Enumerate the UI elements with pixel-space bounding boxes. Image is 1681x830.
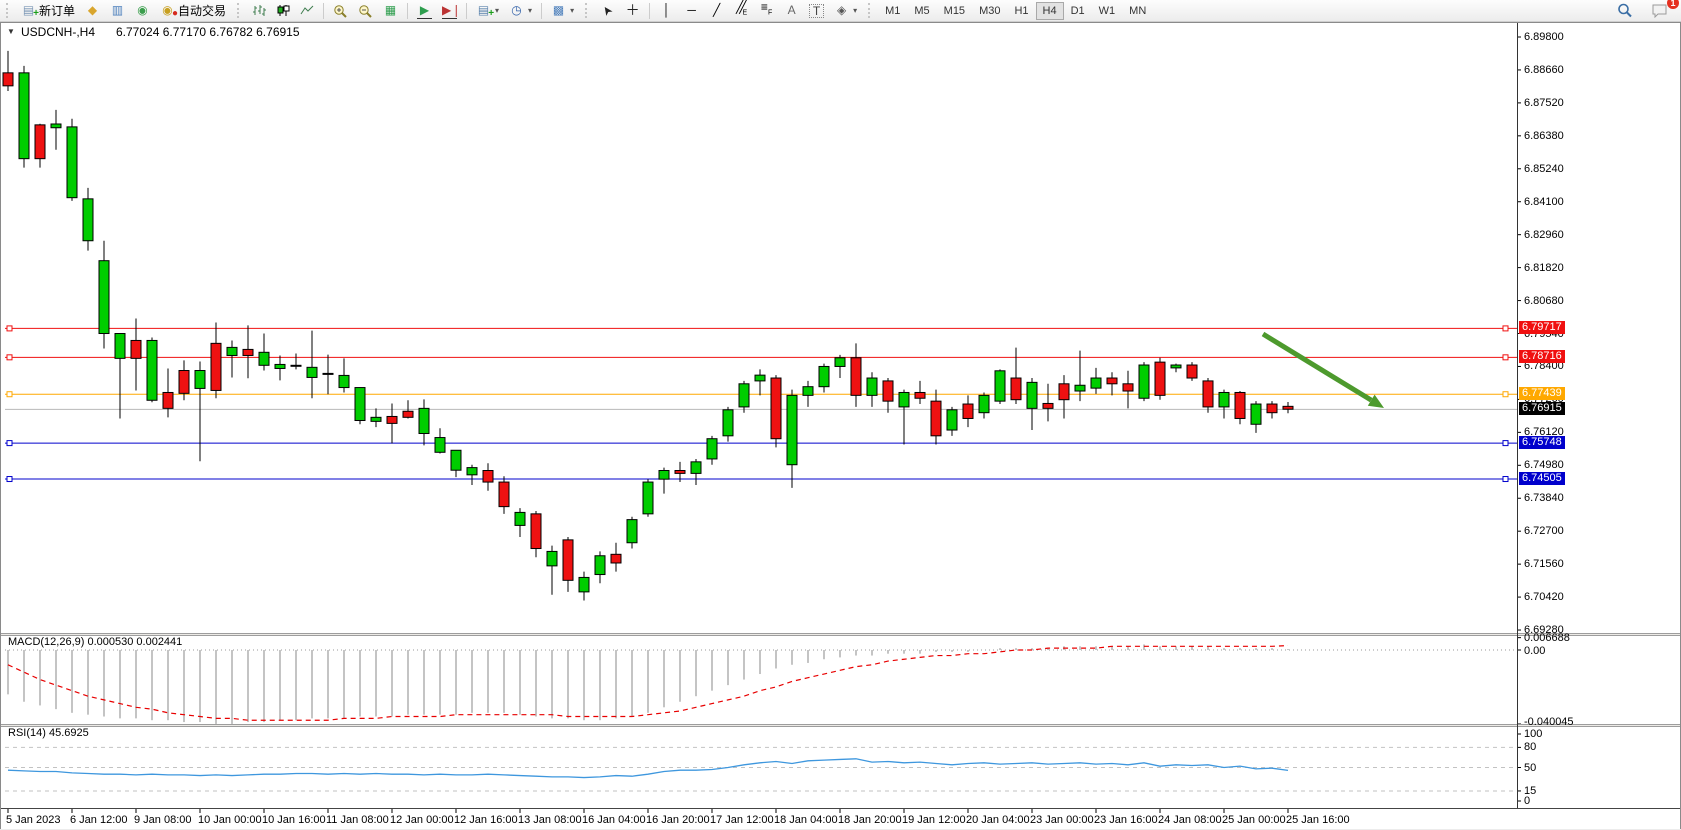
zoom-out-button[interactable] [353, 1, 378, 20]
timeframe-button-M15[interactable]: M15 [937, 2, 972, 20]
vertical-line-button[interactable]: │ [654, 1, 679, 20]
data-folder-button[interactable]: ◆ [80, 1, 105, 20]
timeframe-button-M5[interactable]: M5 [907, 2, 936, 20]
new-order-label: 新订单 [39, 4, 76, 18]
cursor-icon: ➤ [598, 2, 616, 19]
search-icon [1618, 3, 1632, 18]
tile-windows-button[interactable]: ▦ [378, 1, 403, 20]
templates-button[interactable]: ▩ ▾ [546, 1, 579, 20]
channel-icon: ╱╱E [736, 0, 748, 17]
toolbar-grip [237, 3, 243, 18]
signals-button[interactable]: ◉ [130, 1, 155, 20]
profiles-icon: ◷ [511, 3, 522, 17]
zoom-in-button[interactable] [328, 1, 353, 20]
toolbar-grip [6, 3, 12, 18]
timeframe-button-W1[interactable]: W1 [1092, 2, 1123, 20]
bar-chart-button[interactable] [247, 1, 271, 20]
crosshair-button[interactable]: ＋ [620, 1, 645, 20]
collapse-chart-icon[interactable]: ▼ [7, 27, 15, 36]
arrows-button[interactable]: ◈ ▾ [829, 1, 862, 20]
zoom-in-icon [334, 4, 347, 18]
auto-trading-button[interactable]: ◉ ● 自动交易 [155, 1, 231, 20]
horizontal-line-button[interactable]: ─ [679, 1, 704, 20]
toolbar-right-group: 1 [1612, 0, 1679, 20]
chart-symbol-period: USDCNH-,H4 [21, 25, 96, 39]
auto-trading-label: 自动交易 [178, 4, 227, 18]
trend-line-icon: ╱ [712, 3, 721, 17]
chart-shift-icon: ▶❘ [442, 2, 462, 19]
toolbar-separator [323, 2, 325, 19]
notifications-button[interactable]: 1 [1647, 0, 1679, 20]
notification-count-badge: 1 [1667, 0, 1679, 9]
text-label-icon: T [809, 3, 825, 18]
new-chart-icon: ▤ + [477, 3, 495, 19]
signals-icon: ◉ [137, 3, 148, 17]
line-chart-icon [300, 5, 314, 15]
toolbar: ▤ + 新订单 ◆ ▥ ◉ ◉ ● 自动交易 ▦ ▶ ▶❘ ▤ + ▾ [0, 0, 1681, 22]
timeframe-bar: M1 M5 M15 M30 H1 H4 D1 W1 MN [878, 1, 1153, 20]
search-button[interactable] [1612, 1, 1637, 20]
trend-line-button[interactable]: ╱ [704, 1, 729, 20]
timeframe-button-D1[interactable]: D1 [1064, 2, 1092, 20]
toolbar-separator [649, 2, 651, 19]
vertical-line-icon: │ [662, 3, 671, 17]
chart-window[interactable]: ▼ USDCNH-,H4 6.77024 6.77170 6.76782 6.7… [0, 22, 1681, 830]
cursor-button[interactable]: ➤ [595, 1, 620, 20]
crosshair-icon: ＋ [625, 2, 640, 18]
dropdown-caret: ▾ [495, 6, 500, 15]
terminal-button[interactable]: ▥ [105, 1, 130, 20]
horizontal-line-icon: ─ [687, 3, 696, 17]
rsi-indicator-label: RSI(14) 45.6925 [8, 727, 89, 739]
fibonacci-icon: ≡F [760, 0, 773, 17]
zoom-out-icon [359, 4, 372, 18]
timeframe-button-H4[interactable]: H4 [1035, 1, 1064, 20]
dropdown-caret: ▾ [853, 6, 858, 15]
toolbar-separator [541, 2, 543, 19]
candle-chart-button[interactable] [271, 1, 295, 20]
auto-scroll-button[interactable]: ▶ [412, 1, 437, 20]
text-icon: A [787, 3, 796, 17]
new-chart-button[interactable]: ▤ + ▾ [471, 1, 504, 20]
timeframe-button-M30[interactable]: M30 [972, 2, 1007, 20]
pane-separator-macd[interactable] [1, 633, 1680, 636]
new-order-icon: ▤ + [22, 3, 39, 19]
arrows-icon: ◈ [836, 3, 847, 17]
toolbar-grip [868, 3, 874, 18]
terminal-icon: ▥ [111, 3, 124, 17]
data-folder-icon: ◆ [87, 3, 98, 17]
macd-indicator-label: MACD(12,26,9) 0.000530 0.002441 [8, 636, 183, 648]
toolbar-separator [407, 2, 409, 19]
auto-scroll-icon: ▶ [417, 3, 433, 19]
new-order-button[interactable]: ▤ + 新订单 [16, 1, 80, 20]
pane-separator-rsi[interactable] [1, 724, 1680, 727]
timeframe-button-MN[interactable]: MN [1122, 2, 1153, 20]
candle-chart-icon [277, 5, 290, 16]
dropdown-caret: ▾ [570, 6, 575, 15]
channel-button[interactable]: ╱╱E [729, 0, 754, 20]
chart-canvas[interactable] [1, 23, 1680, 829]
templates-icon: ▩ [552, 3, 565, 17]
auto-trading-icon: ◉ ● [162, 3, 179, 19]
line-chart-button[interactable] [295, 1, 319, 20]
bar-chart-icon [253, 5, 267, 16]
dropdown-caret: ▾ [528, 6, 533, 15]
chart-shift-button[interactable]: ▶❘ [437, 1, 462, 20]
chart-header: ▼ USDCNH-,H4 6.77024 6.77170 6.76782 6.7… [1, 23, 1680, 41]
timeframe-button-M1[interactable]: M1 [878, 2, 907, 20]
tile-windows-icon: ▦ [384, 3, 397, 17]
timeframe-button-H1[interactable]: H1 [1007, 2, 1035, 20]
toolbar-separator [466, 2, 468, 19]
text-label-button[interactable]: T [804, 1, 829, 20]
toolbar-grip [585, 3, 591, 18]
fibonacci-button[interactable]: ≡F [754, 0, 779, 20]
price-axis-line [1517, 23, 1518, 808]
chat-bubble-icon [1652, 4, 1667, 18]
profiles-button[interactable]: ◷ ▾ [504, 1, 537, 20]
chart-ohlc-values: 6.77024 6.77170 6.76782 6.76915 [116, 25, 300, 39]
text-button[interactable]: A [779, 1, 804, 20]
time-axis-line [1, 808, 1680, 809]
